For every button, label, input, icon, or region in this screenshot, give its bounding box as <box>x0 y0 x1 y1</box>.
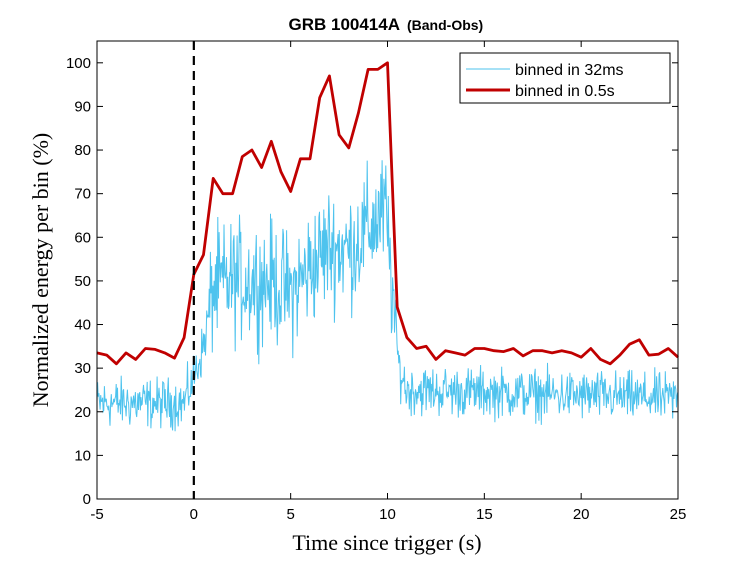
legend-label-32ms: binned in 32ms <box>515 62 624 79</box>
y-tick-label: 60 <box>74 229 91 246</box>
y-axis-title: Normalized energy per bin (%) <box>28 133 53 407</box>
legend-label-0-5s: binned in 0.5s <box>515 83 615 100</box>
x-tick-label: 10 <box>379 506 396 523</box>
y-tick-label: 80 <box>74 142 91 159</box>
plot-frame <box>97 41 678 499</box>
y-tick-label: 0 <box>83 491 91 508</box>
y-tick-label: 70 <box>74 186 91 203</box>
x-tick-label: 5 <box>286 506 294 523</box>
x-tick-label: 25 <box>670 506 687 523</box>
chart-title: GRB 100414A <box>288 15 400 34</box>
y-tick-label: 20 <box>74 404 91 421</box>
x-tick-label: -5 <box>90 506 103 523</box>
x-axis-title: Time since trigger (s) <box>292 530 481 555</box>
y-tick-label: 10 <box>74 447 91 464</box>
y-tick-label: 40 <box>74 317 91 334</box>
y-tick-label: 50 <box>74 273 91 290</box>
x-tick-label: 20 <box>573 506 590 523</box>
y-tick-label: 90 <box>74 98 91 115</box>
y-tick-label: 30 <box>74 360 91 377</box>
chart-subtitle: (Band-Obs) <box>407 17 483 33</box>
y-tick-label: 100 <box>66 55 91 72</box>
x-tick-label: 15 <box>476 506 493 523</box>
x-tick-label: 0 <box>190 506 198 523</box>
legend: binned in 32ms binned in 0.5s <box>459 52 671 104</box>
legend-box <box>459 52 671 104</box>
